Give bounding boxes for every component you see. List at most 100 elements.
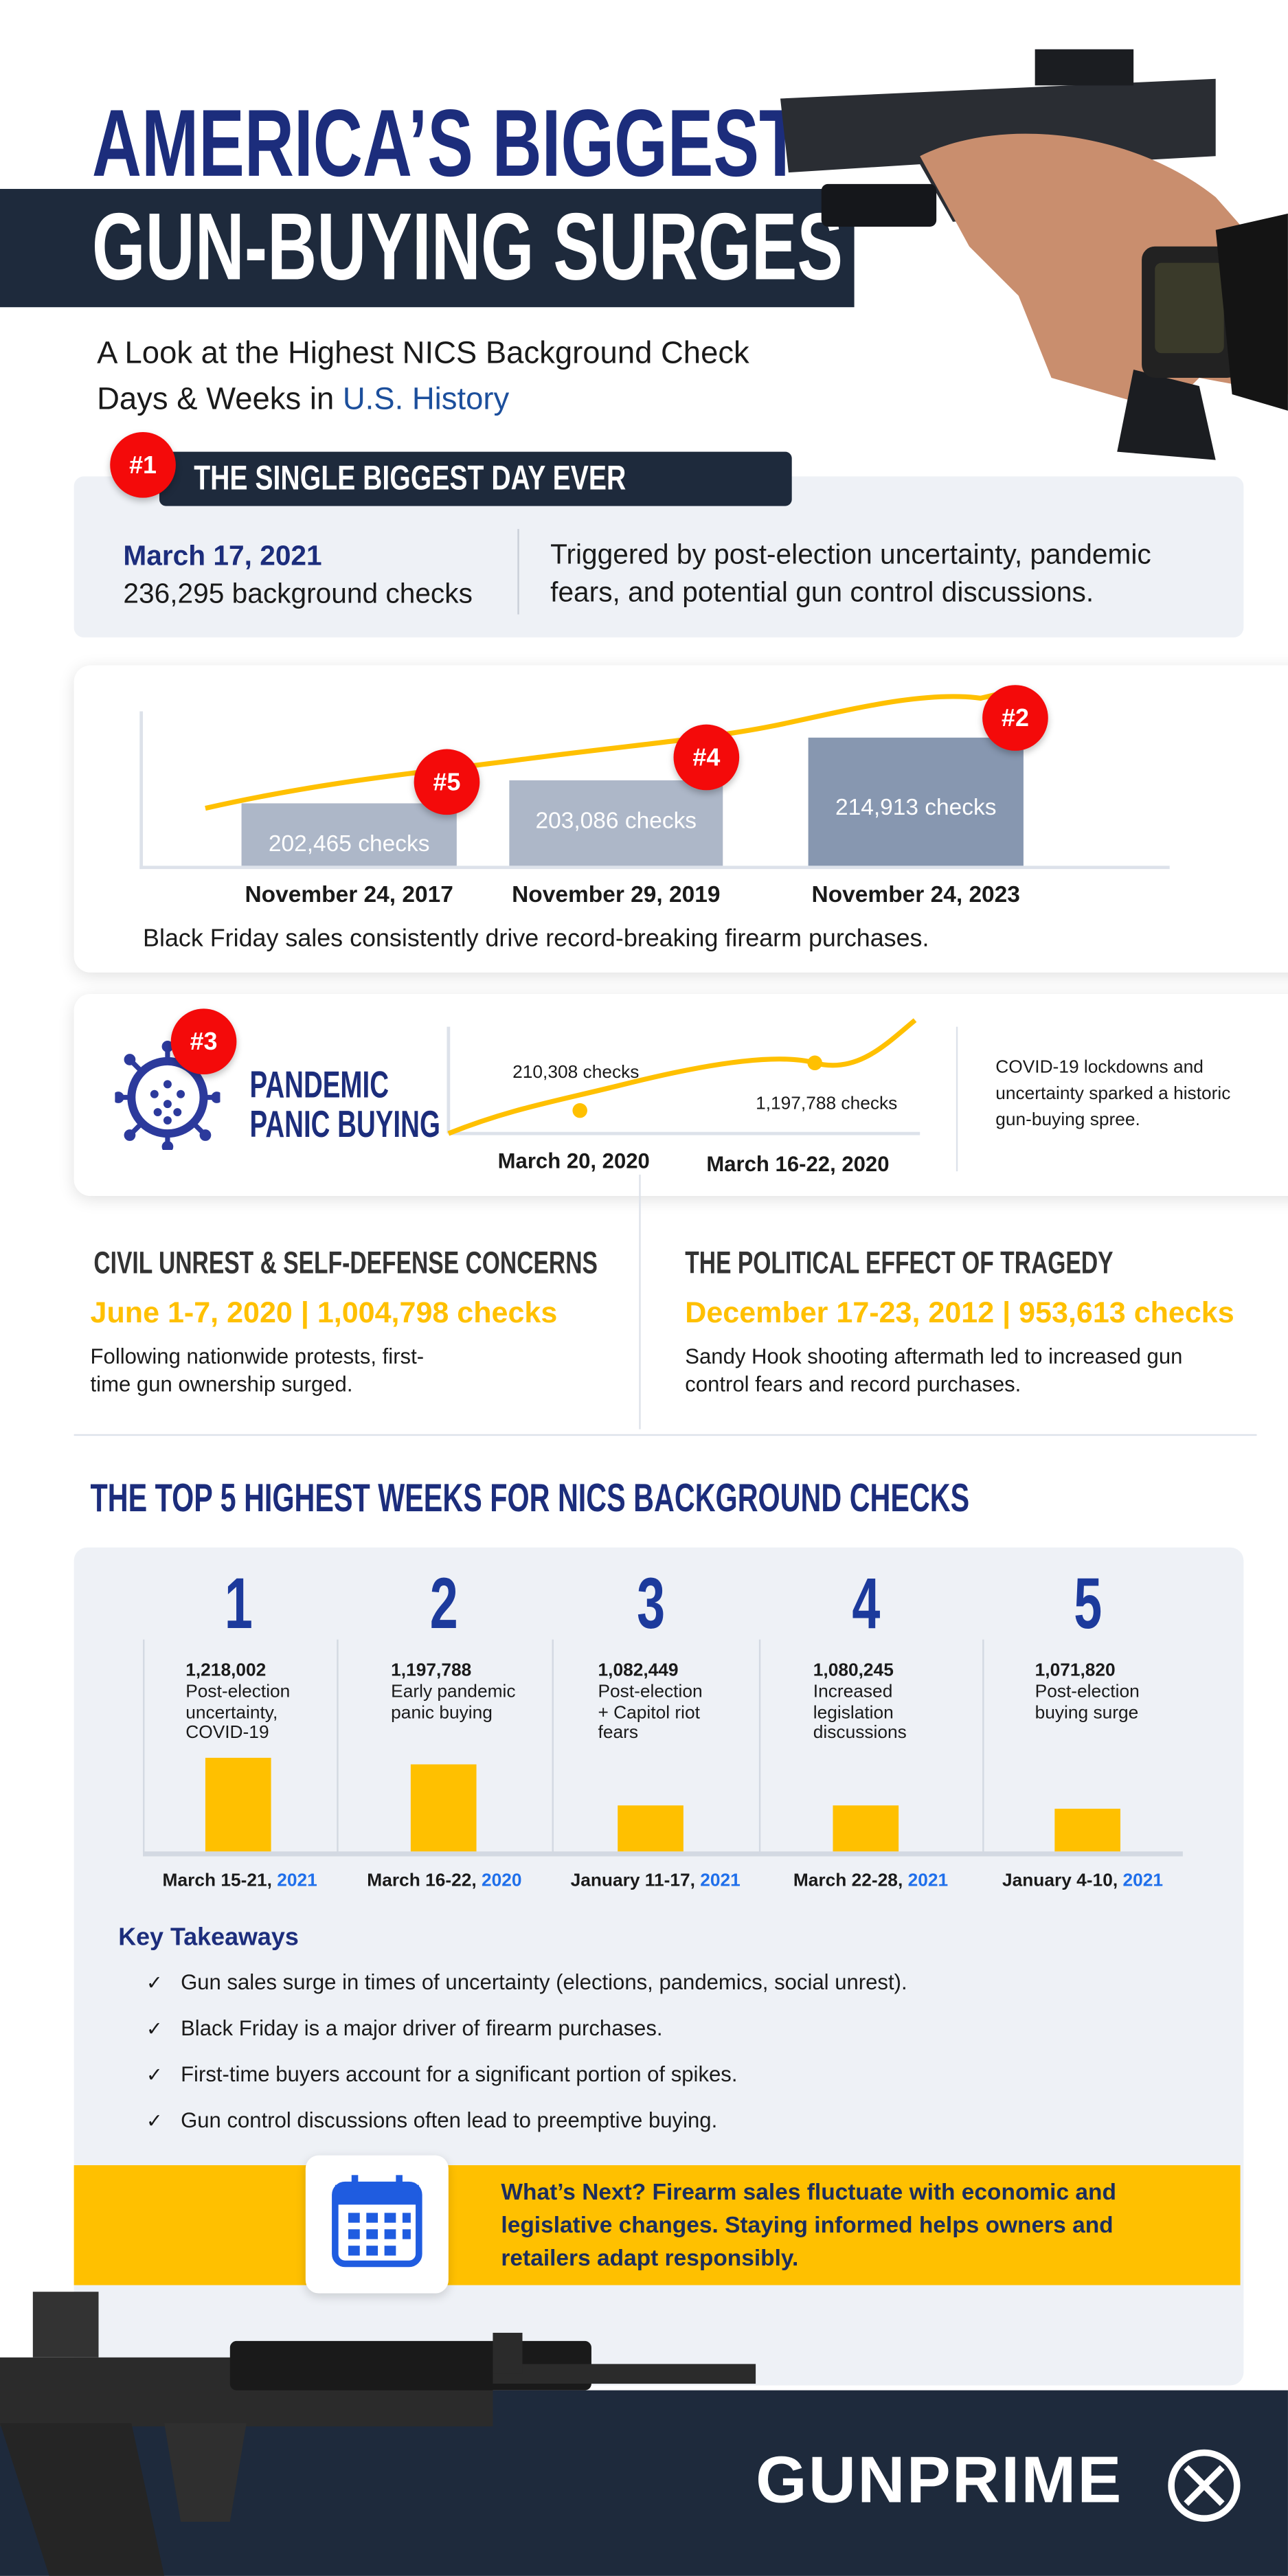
biggest-day-desc-2: fears, and potential gun control discuss… — [550, 576, 1094, 608]
week-value: 1,082,449 — [598, 1660, 679, 1681]
pandemic-title-2: PANIC BUYING — [249, 1102, 440, 1145]
whats-next-1: What’s Next? Firearm sales fluctuate wit… — [501, 2178, 1116, 2205]
pandemic-point-1 — [572, 1103, 587, 1118]
week-date: January 4-10, 2021 — [1002, 1871, 1163, 1891]
pandemic-point-2-date: March 16-22, 2020 — [706, 1151, 890, 1177]
week-value: 1,080,245 — [813, 1660, 894, 1681]
week-description: + Capitol riot — [598, 1702, 700, 1723]
week-bar — [410, 1764, 477, 1852]
week-description: COVID-19 — [185, 1723, 269, 1743]
tragedy-heading: THE POLITICAL EFFECT OF TRAGEDY — [685, 1247, 1114, 1282]
column-divider — [337, 1639, 339, 1853]
biggest-day-checks: 236,295 background checks — [123, 578, 473, 610]
biggest-day-desc-1: Triggered by post-election uncertainty, … — [550, 539, 1151, 570]
tragedy-stat: December 17-23, 2012 | 953,613 checks — [685, 1296, 1234, 1329]
title-line-1: AMERICA’S BIGGEST — [91, 90, 802, 197]
week-date: March 16-22, 2020 — [367, 1871, 522, 1891]
biggest-day-heading-bar — [159, 451, 792, 506]
civil-unrest-heading: CIVIL UNREST & SELF-DEFENSE CONCERNS — [93, 1247, 598, 1282]
week-bar — [205, 1757, 271, 1852]
pandemic-desc-3: gun-buying spree. — [995, 1110, 1140, 1131]
check-icon: ✓ — [146, 2063, 163, 2087]
tragedy-desc-2: control fears and record purchases. — [685, 1371, 1021, 1397]
week-description: panic buying — [391, 1702, 493, 1723]
week-description: Early pandemic — [391, 1682, 516, 1702]
bf-bar-label: 214,913 checks — [835, 793, 997, 820]
week-value: 1,197,788 — [391, 1660, 472, 1681]
pandemic-desc-2: uncertainty sparked a historic — [995, 1084, 1231, 1105]
takeaway-item: First-time buyers account for a signific… — [181, 2061, 738, 2087]
week-description: fears — [598, 1723, 639, 1743]
title-band — [0, 189, 855, 308]
rank-number: 5 — [1073, 1563, 1102, 1645]
week-description: Post-election — [598, 1682, 703, 1702]
bf-bar — [509, 781, 723, 866]
check-icon: ✓ — [146, 2109, 163, 2133]
civil-unrest-desc-2: time gun ownership surged. — [90, 1371, 353, 1397]
pandemic-point-2-label: 1,197,788 checks — [756, 1094, 898, 1114]
top5-x-axis — [143, 1851, 1183, 1857]
rank-badge-1: #1 — [110, 431, 176, 498]
bf-bar — [808, 738, 1024, 866]
calendar-icon — [332, 2175, 422, 2268]
week-description: Increased — [813, 1682, 893, 1702]
divider — [74, 1434, 1257, 1436]
check-icon: ✓ — [146, 1971, 163, 1995]
civil-unrest-desc-1: Following nationwide protests, first- — [90, 1344, 425, 1369]
week-description: Post-election — [185, 1682, 291, 1702]
whats-next-2: legislative changes. Staying informed he… — [501, 2211, 1114, 2238]
pandemic-line-chart — [447, 1018, 920, 1136]
week-description: discussions — [813, 1723, 907, 1743]
bf-date: November 24, 2023 — [811, 880, 1020, 907]
divider — [517, 529, 519, 615]
week-description: Post-election — [1035, 1682, 1140, 1702]
takeaway-item: Gun sales surge in times of uncertainty … — [181, 1969, 907, 1995]
week-date: January 11-17, 2021 — [570, 1871, 741, 1891]
pandemic-card — [74, 993, 1288, 1197]
subtitle-line-1: A Look at the Highest NICS Background Ch… — [97, 337, 749, 372]
column-divider — [552, 1639, 554, 1853]
pandemic-desc-1: COVID-19 lockdowns and — [995, 1058, 1204, 1078]
biggest-day-heading: THE SINGLE BIGGEST DAY EVER — [194, 460, 626, 498]
bf-caption: Black Friday sales consistently drive re… — [143, 925, 929, 953]
week-date: March 15-21, 2021 — [162, 1871, 317, 1891]
pandemic-point-2 — [807, 1055, 822, 1071]
title-line-2: GUN-BUYING SURGES — [91, 194, 844, 301]
week-bar — [833, 1805, 899, 1852]
crosshair-logo-icon — [1168, 2449, 1241, 2522]
column-divider — [758, 1639, 761, 1853]
whats-next-3: retailers adapt responsibly. — [501, 2244, 799, 2271]
rank-number: 2 — [429, 1563, 458, 1645]
takeaways-heading: Key Takeaways — [118, 1923, 299, 1952]
bf-bar-label: 202,465 checks — [268, 830, 430, 857]
week-description: legislation — [813, 1702, 894, 1723]
bf-bar-label: 203,086 checks — [535, 807, 697, 834]
rank-number: 1 — [224, 1563, 253, 1645]
week-description: uncertainty, — [185, 1702, 278, 1723]
week-description: buying surge — [1035, 1702, 1139, 1723]
column-divider — [143, 1639, 145, 1853]
bf-trend-line — [205, 687, 1016, 811]
week-value: 1,218,002 — [185, 1660, 267, 1681]
civil-unrest-stat: June 1-7, 2020 | 1,004,798 checks — [90, 1296, 558, 1329]
rank-number: 4 — [851, 1563, 880, 1645]
pistol-hand-image — [780, 49, 1288, 460]
column-divider — [982, 1639, 984, 1853]
rank-badge: #4 — [673, 724, 740, 791]
takeaway-item: Gun control discussions often lead to pr… — [181, 2108, 718, 2133]
takeaway-item: Black Friday is a major driver of firear… — [181, 2015, 663, 2041]
rifle-image — [0, 2292, 756, 2576]
bf-date: November 24, 2017 — [245, 880, 453, 907]
whats-next-band — [74, 2165, 1241, 2285]
rank-badge: #5 — [414, 749, 480, 815]
subtitle-highlight: U.S. History — [342, 383, 510, 418]
tragedy-desc-1: Sandy Hook shooting aftermath led to inc… — [685, 1344, 1183, 1369]
check-icon: ✓ — [146, 2017, 163, 2041]
rank-badge-3: #3 — [170, 1008, 237, 1075]
bf-bar — [241, 804, 457, 866]
gunprime-logo: GUNPRIME — [756, 2444, 1123, 2517]
bf-x-axis — [139, 866, 1170, 870]
biggest-day-date: March 17, 2021 — [123, 540, 322, 572]
subtitle-line-2: Days & Weeks in U.S. History — [97, 383, 509, 419]
